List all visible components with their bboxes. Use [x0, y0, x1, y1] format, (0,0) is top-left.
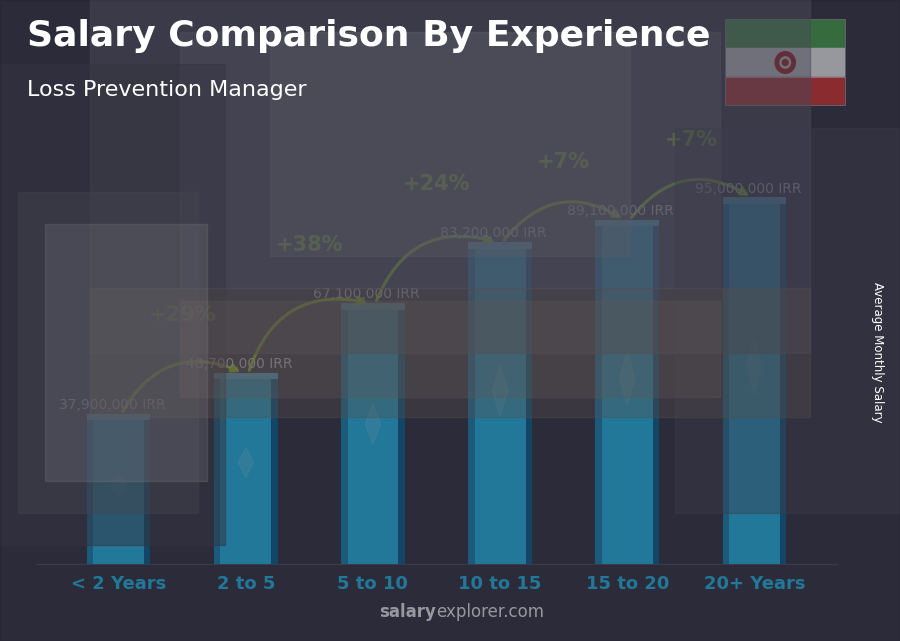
Text: 83,200,000 IRR: 83,200,000 IRR [440, 226, 547, 240]
Polygon shape [238, 448, 254, 478]
Bar [724, 77, 846, 106]
Bar [723, 204, 786, 564]
Bar [87, 420, 94, 564]
Bar [341, 303, 405, 310]
Bar [596, 226, 602, 564]
Text: Loss Prevention Manager: Loss Prevention Manager [27, 80, 307, 100]
Bar [468, 242, 532, 249]
Bar [214, 373, 277, 379]
Bar [723, 204, 729, 564]
Bar [87, 420, 150, 564]
Circle shape [775, 52, 796, 73]
Text: 95,000,000 IRR: 95,000,000 IRR [695, 181, 801, 196]
Bar [341, 310, 347, 564]
Circle shape [780, 57, 790, 68]
Text: +24%: +24% [403, 174, 470, 194]
Bar [468, 249, 532, 564]
Text: +7%: +7% [664, 129, 717, 149]
Text: 89,100,000 IRR: 89,100,000 IRR [568, 204, 674, 218]
Bar [652, 226, 659, 564]
Bar [526, 249, 532, 564]
Polygon shape [492, 365, 508, 416]
Polygon shape [111, 474, 126, 497]
Bar [214, 379, 277, 564]
Text: Average Monthly Salary: Average Monthly Salary [871, 282, 884, 423]
Text: 48,700,000 IRR: 48,700,000 IRR [186, 357, 292, 371]
Bar [724, 19, 846, 48]
Bar [399, 310, 405, 564]
Bar [779, 204, 786, 564]
Bar [214, 379, 220, 564]
Bar [723, 197, 786, 204]
Text: Salary Comparison By Experience: Salary Comparison By Experience [27, 19, 710, 53]
Polygon shape [747, 337, 762, 395]
Bar [724, 48, 846, 77]
Bar [87, 414, 150, 420]
Bar [341, 310, 405, 564]
Text: +29%: +29% [148, 305, 216, 325]
Text: salary: salary [380, 603, 436, 620]
Bar [144, 420, 150, 564]
Polygon shape [619, 351, 634, 405]
Polygon shape [365, 404, 381, 445]
Text: +7%: +7% [537, 152, 590, 172]
Text: +38%: +38% [275, 235, 343, 255]
Bar [271, 379, 277, 564]
Circle shape [782, 60, 788, 65]
Text: explorer.com: explorer.com [436, 603, 544, 620]
Bar [596, 226, 659, 564]
Text: 37,900,000 IRR: 37,900,000 IRR [59, 398, 166, 412]
Text: 67,100,000 IRR: 67,100,000 IRR [313, 287, 420, 301]
Bar [468, 249, 474, 564]
Bar [596, 220, 659, 226]
